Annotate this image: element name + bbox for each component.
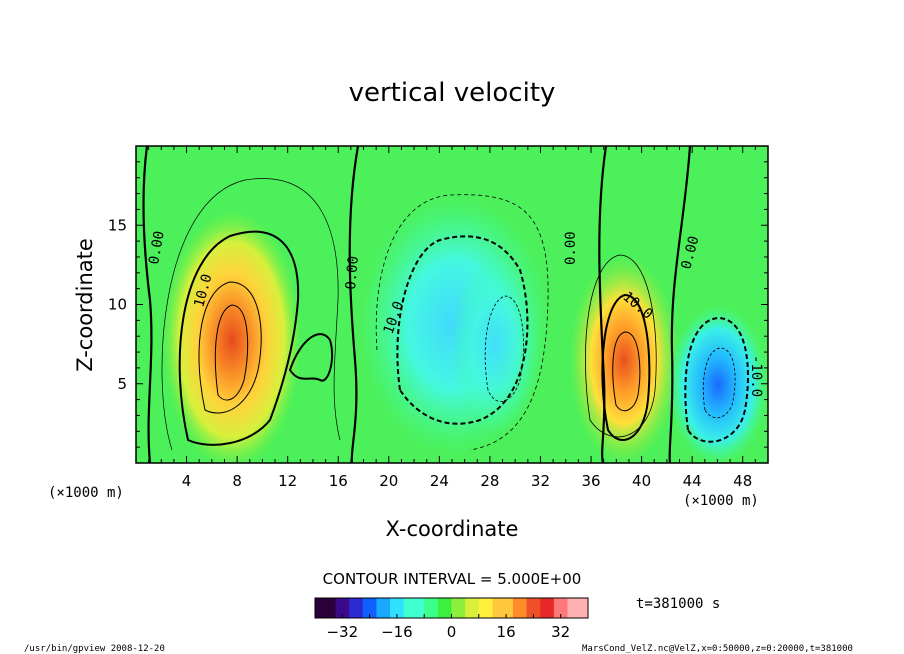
colorbar-cell [485,598,493,618]
colorbar-cell [383,598,391,618]
colorbar-cell [519,598,527,618]
colorbar-cell [362,598,370,618]
chart-title: vertical velocity [349,78,556,108]
x-tick-label: 28 [480,472,499,490]
colorbar-cell [349,598,357,618]
footer-left: /usr/bin/gpview 2008-12-20 [24,644,165,654]
colorbar-cell [506,598,514,618]
contour-label: 0.00 [563,231,579,265]
colorbar-cell [451,598,459,618]
x-tick-label: 36 [581,472,600,490]
x-axis: 4 8 12 16 20 24 28 32 36 40 44 48 [148,146,756,490]
colorbar-cell [567,598,575,618]
x-unit-right: (×1000 m) [683,493,759,509]
x-unit-left: (×1000 m) [48,485,124,501]
colorbar [314,597,589,619]
colorbar-cell [417,598,425,618]
colorbar-cell [328,598,336,618]
updraft-core-right [569,255,679,463]
colorbar-tick-label: 0 [447,623,457,641]
x-tick-label: 12 [278,472,297,490]
colorbar-cell [424,598,432,618]
x-axis-label: X-coordinate [386,517,519,541]
colorbar-cell [471,598,480,618]
colorbar-cell [540,598,548,618]
colorbar-cell [512,598,521,618]
colorbar-cell [376,598,384,618]
colorbar-cell [396,598,405,618]
colorbar-cell [499,598,507,618]
footer-right: MarsCond_VelZ.nc@VelZ,x=0:50000,z=0:2000… [582,644,853,654]
colorbar-tick-label: 16 [497,623,516,641]
y-axis: 5 10 15 [108,161,768,448]
contour-label: 0.00 [343,255,362,290]
colorbar-cell [492,598,500,618]
y-tick-label: 5 [117,375,127,393]
colorbar-cell [437,598,446,618]
contour-label: -10.0 [748,355,764,397]
time-label: t=381000 s [636,596,720,612]
colorbar-cell [526,598,534,618]
updraft-core-left [162,210,302,463]
colorbar-cell [369,598,377,618]
colorbar-cell [560,598,568,618]
colorbar-cell [321,598,330,618]
heatmap-field: 0.00 10.0 0.00 10.0 0.00 10.0 0.00 -10.0 [136,146,768,463]
downdraft-region-center-2 [450,255,540,435]
colorbar-cell [342,598,350,618]
colorbar-cell [335,598,343,618]
x-tick-label: 20 [379,472,398,490]
colorbar-cell [533,598,541,618]
x-tick-label: 16 [329,472,348,490]
colorbar-cell [390,598,398,618]
colorbar-cell [581,598,589,618]
colorbar-cell [458,598,466,618]
contour-lines [142,146,749,463]
colorbar-cell [410,598,418,618]
contour-interval-text: CONTOUR INTERVAL = 5.000E+00 [323,570,582,588]
colorbar-cell [431,598,439,618]
colorbar-cell [547,598,555,618]
colorbar-cell [315,598,323,618]
colorbar-cell [553,598,562,618]
contour-label: 0.00 [146,230,168,266]
y-tick-label: 10 [108,296,127,314]
colorbar-cell [444,598,452,618]
y-axis-label: Z-coordinate [73,238,97,372]
colorbar-tick-label: 32 [551,623,570,641]
x-tick-label: 44 [683,472,702,490]
x-tick-label: 24 [430,472,449,490]
colorbar-cell [355,598,364,618]
x-tick-label: 4 [182,472,192,490]
x-tick-label: 40 [632,472,651,490]
x-tick-label: 48 [733,472,752,490]
colorbar-cell [478,598,487,618]
x-tick-label: 32 [531,472,550,490]
x-tick-label: 8 [232,472,242,490]
y-tick-label: 15 [108,216,127,234]
colorbar-ticks: −32 −16 0 16 32 [326,614,570,641]
colorbar-tick-label: −32 [326,623,358,641]
colorbar-cell [574,598,582,618]
colorbar-cell [403,598,411,618]
downdraft-core-right [668,305,768,463]
colorbar-cell [465,598,473,618]
colorbar-tick-label: −16 [381,623,413,641]
